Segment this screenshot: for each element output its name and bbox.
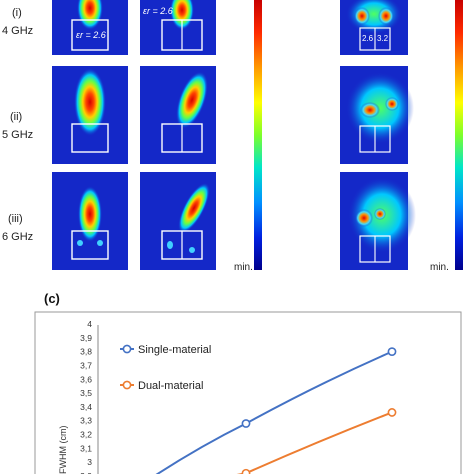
lens-outline (71, 123, 109, 153)
series-lines (155, 347, 397, 474)
fwhm-chart: FWHM (cm) 2,9 3 3,1 3,2 3,3 3,4 3,5 3,6 3,7 3,8 3,… (34, 311, 462, 474)
row-freq-i: 4 GHz (2, 25, 33, 37)
colorbar-left: min. (234, 0, 262, 273)
data-point (241, 419, 251, 428)
eps-label-single: εr = 2.6 (76, 30, 106, 40)
far-value-2: 3.2 (377, 34, 389, 43)
lens-outline (71, 19, 109, 51)
panel-single-6ghz (52, 172, 128, 270)
panel-single-4ghz: εr = 2.6 (52, 0, 128, 55)
y-tick-label: 3,2 (80, 430, 92, 440)
legend-marker (122, 344, 132, 354)
row-label-i: (i) (12, 7, 22, 19)
eps-label-dual: εr = 2.6 (143, 6, 173, 16)
row-freq-iii: 6 GHz (2, 231, 33, 243)
y-tick-label: 3,6 (80, 374, 92, 384)
y-tick-label: 3,8 (80, 347, 92, 357)
y-tick-labels: 2,9 3 3,1 3,2 3,3 3,4 3,5 3,6 3,7 3,8 3,9 4 (80, 319, 92, 474)
y-tick-label: 3,7 (80, 360, 92, 370)
panel-far-6ghz (340, 172, 416, 270)
lens-outline (71, 230, 109, 260)
panel-c-label: (c) (44, 291, 60, 306)
far-value-1: 2.6 (362, 34, 374, 43)
legend: Single-material Dual-material (120, 344, 211, 392)
row-label-iii: (iii) (8, 213, 23, 225)
legend-marker (122, 380, 132, 390)
colorbar-right: min. (430, 0, 463, 273)
panel-dual-4ghz: εr = 2.6 (140, 0, 216, 55)
legend-label: Single-material (138, 344, 211, 356)
y-axis-title: FWHM (cm) (58, 426, 68, 474)
y-tick-label: 3,4 (80, 402, 92, 412)
panel-single-5ghz (52, 66, 128, 164)
data-point (241, 468, 251, 474)
colorbar-min-label-right: min. (430, 262, 449, 273)
colorbar-min-label: min. (234, 262, 253, 273)
y-tick-label: 3,1 (80, 443, 92, 453)
row-labels: (i) 4 GHz (ii) 5 GHz (iii) 6 GHz (2, 7, 33, 243)
chart-frame (34, 311, 462, 474)
panel-dual-6ghz (140, 172, 216, 270)
panel-far-5ghz (340, 66, 414, 164)
y-tick-label: 3 (87, 457, 92, 467)
row-label-ii: (ii) (10, 111, 22, 123)
panel-far-4ghz: 2.6 3.2 (340, 0, 408, 55)
data-point (387, 408, 397, 417)
y-tick-label: 4 (87, 319, 92, 329)
y-tick-label: 3,3 (80, 416, 92, 426)
legend-label: Dual-material (138, 380, 203, 392)
data-point (387, 347, 397, 357)
y-tick-label: 3,5 (80, 388, 92, 398)
y-tick-label: 3,9 (80, 333, 92, 343)
row-freq-ii: 5 GHz (2, 129, 33, 141)
y-tick-label: 2,9 (80, 471, 92, 474)
panel-dual-5ghz (140, 66, 216, 164)
